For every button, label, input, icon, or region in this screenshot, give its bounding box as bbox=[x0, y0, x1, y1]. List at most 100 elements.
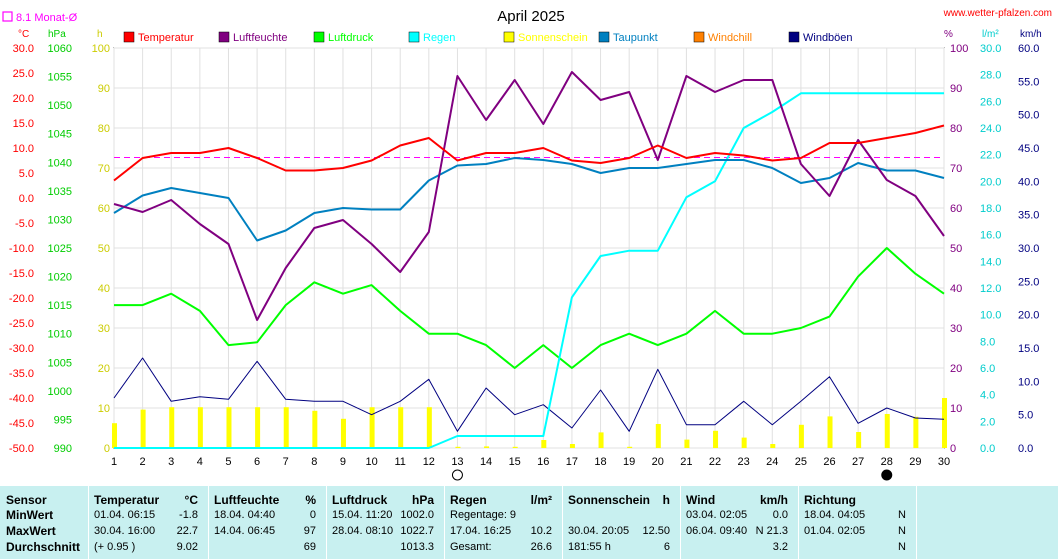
x-tick-label: 1 bbox=[111, 456, 117, 468]
tick-label-temperature_c: 20.0 bbox=[13, 93, 34, 105]
unit-pressure: hPa bbox=[48, 29, 66, 40]
tick-label-temperature_c: 10.0 bbox=[13, 143, 34, 155]
column-unit: h bbox=[662, 493, 670, 507]
tick-label-pressure_hpa: 1045 bbox=[48, 129, 72, 141]
monthly-avg-label: 8.1 Monat-Ø bbox=[16, 12, 78, 24]
sunshine-bar bbox=[312, 410, 318, 448]
sunshine-bar bbox=[197, 407, 203, 448]
sunshine-bar bbox=[713, 430, 719, 448]
column-title: Sonnenschein bbox=[568, 493, 651, 507]
tick-label-temperature_c: -20.0 bbox=[9, 293, 34, 305]
sunshine-bar bbox=[856, 432, 862, 448]
tick-label-temperature_c: -5.0 bbox=[15, 218, 34, 230]
tick-label-humidity_pct: 40 bbox=[950, 283, 962, 295]
tick-label-humidity_pct: 70 bbox=[950, 163, 962, 175]
x-tick-label: 13 bbox=[451, 456, 463, 468]
table-cell-label: 03.04. 02:05 bbox=[686, 509, 748, 521]
tick-label-temperature_c: -10.0 bbox=[9, 243, 34, 255]
sunshine-bar bbox=[340, 418, 346, 448]
tick-label-wind_kmh: 25.0 bbox=[1018, 276, 1039, 288]
table-cell-label: (+ 0.95 ) bbox=[94, 541, 136, 553]
legend-swatch bbox=[598, 31, 610, 43]
tick-label-wind_kmh: 20.0 bbox=[1018, 310, 1039, 322]
x-tick-label: 10 bbox=[365, 456, 377, 468]
unit-temperature: °C bbox=[18, 29, 29, 40]
table-cell-label: 28.04. 08:10 bbox=[332, 525, 394, 537]
table-cell-value: 12.50 bbox=[642, 525, 670, 537]
x-tick-label: 7 bbox=[283, 456, 289, 468]
sunshine-bar bbox=[541, 440, 547, 448]
table-column-divider bbox=[208, 486, 209, 559]
tick-label-pressure_hpa: 1060 bbox=[48, 43, 72, 55]
sunshine-bar bbox=[226, 407, 232, 448]
series-line-temperatur bbox=[113, 124, 945, 182]
sunshine-bar bbox=[827, 416, 833, 448]
tick-label-temperature_c: -45.0 bbox=[9, 418, 34, 430]
tick-label-pressure_hpa: 1030 bbox=[48, 214, 72, 226]
x-tick-label: 14 bbox=[480, 456, 492, 468]
tick-label-rain_lm2: 0.0 bbox=[980, 443, 995, 455]
column-title: Richtung bbox=[804, 493, 856, 507]
tick-label-temperature_c: -30.0 bbox=[9, 343, 34, 355]
table-cell-label: 30.04. 20:05 bbox=[568, 525, 630, 537]
tick-label-pressure_hpa: 1015 bbox=[48, 300, 72, 312]
statistics-table: Sensor MinWert MaxWert Durchschnitt Temperat… bbox=[0, 486, 1058, 559]
tick-label-temperature_c: -50.0 bbox=[9, 443, 34, 455]
legend-label: Windböen bbox=[803, 32, 853, 44]
table-cell-value: 1013.3 bbox=[400, 541, 434, 553]
table-cell-value: 9.02 bbox=[176, 541, 198, 553]
column-unit: °C bbox=[184, 493, 198, 507]
tick-label-humidity_pct: 90 bbox=[950, 83, 962, 95]
weather-chart: 30.025.020.015.010.05.00.0-5.0-10.0-15.0… bbox=[2, 8, 1052, 481]
tick-label-humidity_pct: 0 bbox=[950, 443, 956, 455]
legend-label: Sonnenschein bbox=[518, 32, 588, 44]
sunshine-bar bbox=[140, 409, 146, 448]
monthly-avg-marker-icon bbox=[2, 11, 13, 22]
sunshine-bar bbox=[255, 407, 261, 448]
x-tick-label: 23 bbox=[738, 456, 750, 468]
sunshine-bar bbox=[426, 407, 432, 448]
table-cell-value: 97 bbox=[303, 525, 316, 537]
x-tick-label: 2 bbox=[140, 456, 146, 468]
tick-label-sunshine_h: 100 bbox=[92, 43, 110, 55]
table-cell-label: 17.04. 16:25 bbox=[450, 525, 512, 537]
x-tick-label: 12 bbox=[423, 456, 435, 468]
tick-label-rain_lm2: 10.0 bbox=[980, 310, 1001, 322]
website-link[interactable]: www.wetter-pfalzen.com bbox=[943, 8, 1052, 19]
tick-label-pressure_hpa: 1040 bbox=[48, 157, 72, 169]
table-cell-value: 0.0 bbox=[772, 509, 788, 521]
table-column-divider bbox=[444, 486, 445, 559]
sunshine-bar bbox=[398, 407, 404, 448]
sunshine-bar bbox=[598, 432, 604, 448]
tick-label-rain_lm2: 2.0 bbox=[980, 416, 995, 428]
tick-label-humidity_pct: 50 bbox=[950, 243, 962, 255]
sunshine-bar bbox=[655, 424, 661, 448]
sunshine-bar bbox=[884, 414, 890, 448]
tick-label-humidity_pct: 30 bbox=[950, 323, 962, 335]
column-unit: hPa bbox=[411, 493, 434, 507]
column-title: Luftdruck bbox=[332, 493, 388, 507]
tick-label-rain_lm2: 30.0 bbox=[980, 43, 1001, 55]
series-line-regen bbox=[114, 92, 944, 449]
table-cell-value: 69 bbox=[303, 541, 316, 553]
table-cell-label: 18.04. 04:05 bbox=[804, 509, 866, 521]
x-tick-label: 28 bbox=[881, 456, 893, 468]
legend-swatch bbox=[313, 31, 325, 43]
tick-label-wind_kmh: 5.0 bbox=[1018, 410, 1033, 422]
legend-label: Regen bbox=[423, 32, 455, 44]
tick-label-pressure_hpa: 995 bbox=[54, 414, 72, 426]
tick-label-temperature_c: 25.0 bbox=[13, 68, 34, 80]
column-unit: % bbox=[305, 493, 316, 507]
series-line-luftdruck bbox=[114, 247, 945, 369]
row-label: Durchschnitt bbox=[6, 540, 81, 554]
tick-label-rain_lm2: 12.0 bbox=[980, 283, 1001, 295]
tick-label-wind_kmh: 55.0 bbox=[1018, 76, 1039, 88]
x-tick-label: 17 bbox=[566, 456, 578, 468]
tick-label-humidity_pct: 100 bbox=[950, 43, 968, 55]
full-moon-icon bbox=[451, 469, 463, 481]
tick-label-temperature_c: -40.0 bbox=[9, 393, 34, 405]
tick-label-pressure_hpa: 1005 bbox=[48, 357, 72, 369]
sunshine-bar bbox=[770, 444, 776, 448]
x-tick-label: 4 bbox=[197, 456, 203, 468]
tick-label-humidity_pct: 20 bbox=[950, 363, 962, 375]
